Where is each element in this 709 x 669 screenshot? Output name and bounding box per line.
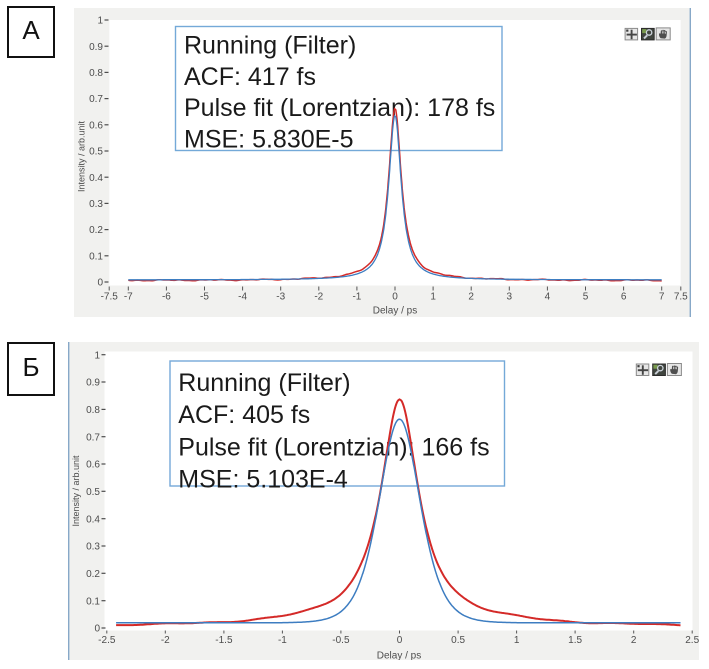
- svg-text:0.7: 0.7: [89, 94, 103, 105]
- svg-text:-2.5: -2.5: [98, 635, 116, 646]
- svg-text:-1: -1: [352, 292, 361, 303]
- svg-text:-5: -5: [200, 292, 209, 303]
- svg-text:MSE: 5.103E-4: MSE: 5.103E-4: [178, 466, 348, 494]
- svg-text:-4: -4: [238, 292, 247, 303]
- svg-text:-3: -3: [276, 292, 285, 303]
- svg-text:2.5: 2.5: [685, 635, 699, 646]
- svg-text:0.5: 0.5: [451, 635, 465, 646]
- svg-text:2: 2: [468, 292, 474, 303]
- svg-text:-1: -1: [278, 635, 287, 646]
- svg-text:0.8: 0.8: [89, 68, 103, 79]
- svg-text:0: 0: [392, 292, 398, 303]
- svg-text:Delay / ps: Delay / ps: [373, 306, 417, 317]
- svg-text:Delay / ps: Delay / ps: [377, 651, 421, 661]
- svg-text:1: 1: [94, 350, 100, 361]
- svg-text:Intensity / arb.unit: Intensity / arb.unit: [71, 455, 81, 527]
- svg-text:0: 0: [97, 278, 103, 289]
- svg-text:0.1: 0.1: [86, 596, 100, 607]
- svg-text:0.7: 0.7: [86, 432, 100, 443]
- svg-text:0.9: 0.9: [86, 378, 100, 389]
- svg-text:-0.5: -0.5: [332, 635, 350, 646]
- svg-text:1: 1: [514, 635, 520, 646]
- svg-text:Intensity / arb.unit: Intensity / arb.unit: [77, 120, 87, 192]
- svg-text:3: 3: [507, 292, 513, 303]
- svg-text:0.9: 0.9: [89, 42, 103, 53]
- svg-text:1: 1: [97, 16, 103, 27]
- svg-text:-7.5: -7.5: [101, 292, 119, 303]
- svg-text:0.1: 0.1: [89, 251, 103, 262]
- svg-text:0.6: 0.6: [89, 120, 103, 131]
- svg-text:0.4: 0.4: [89, 173, 103, 184]
- svg-text:Pulse fit (Lorentzian): 178 fs: Pulse fit (Lorentzian): 178 fs: [184, 94, 495, 122]
- svg-text:4: 4: [545, 292, 551, 303]
- svg-text:0: 0: [94, 624, 100, 635]
- svg-text:0.2: 0.2: [86, 569, 100, 580]
- svg-text:0.5: 0.5: [86, 487, 100, 498]
- svg-text:0.5: 0.5: [89, 147, 103, 158]
- svg-text:1: 1: [430, 292, 436, 303]
- svg-text:0.3: 0.3: [86, 542, 100, 553]
- svg-text:-2: -2: [314, 292, 323, 303]
- svg-text:MSE: 5.830E-5: MSE: 5.830E-5: [184, 126, 354, 154]
- svg-text:-6: -6: [162, 292, 171, 303]
- svg-text:-2: -2: [161, 635, 170, 646]
- svg-text:-1.5: -1.5: [215, 635, 233, 646]
- svg-text:-7: -7: [124, 292, 133, 303]
- svg-text:Running (Filter): Running (Filter): [184, 32, 356, 60]
- svg-text:ACF: 417 fs: ACF: 417 fs: [184, 63, 316, 91]
- svg-text:Running (Filter): Running (Filter): [178, 369, 350, 397]
- svg-text:0.4: 0.4: [86, 514, 100, 525]
- svg-text:0.3: 0.3: [89, 199, 103, 210]
- svg-text:0: 0: [397, 635, 403, 646]
- svg-text:1.5: 1.5: [568, 635, 582, 646]
- svg-text:0.8: 0.8: [86, 405, 100, 416]
- svg-text:6: 6: [621, 292, 627, 303]
- svg-text:5: 5: [583, 292, 589, 303]
- svg-text:2: 2: [631, 635, 637, 646]
- svg-text:7.5: 7.5: [674, 292, 688, 303]
- svg-text:0.6: 0.6: [86, 460, 100, 471]
- svg-text:ACF: 405 fs: ACF: 405 fs: [178, 401, 310, 429]
- svg-text:Pulse fit (Lorentzian): 166 fs: Pulse fit (Lorentzian): 166 fs: [178, 433, 489, 461]
- svg-text:7: 7: [659, 292, 665, 303]
- svg-text:0.2: 0.2: [89, 225, 103, 236]
